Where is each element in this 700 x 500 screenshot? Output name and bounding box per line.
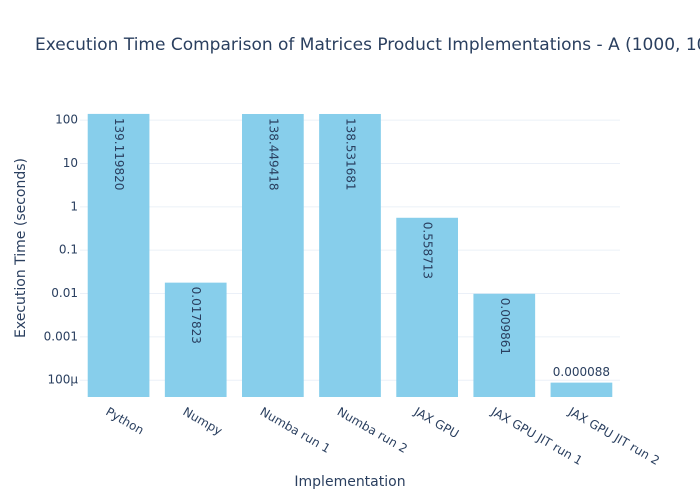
y-tick-label: 10 <box>63 156 78 170</box>
bar <box>87 113 150 397</box>
bar <box>242 113 304 397</box>
chart-title: Execution Time Comparison of Matrices Pr… <box>35 35 700 55</box>
y-axis-title: Execution Time (seconds) <box>13 158 29 338</box>
bar <box>319 113 381 398</box>
x-tick-label: Numba run 2 <box>335 405 410 456</box>
bar <box>473 293 536 397</box>
x-tick-label: Numba run 1 <box>258 405 333 456</box>
value-label: 0.558713 <box>421 222 435 279</box>
value-label: 0.000088 <box>553 365 610 379</box>
value-label: 138.449418 <box>266 118 280 191</box>
bar <box>164 282 227 397</box>
value-label: 138.531681 <box>344 118 358 191</box>
value-label: 0.009861 <box>498 298 512 355</box>
y-tick-label: 0.1 <box>59 243 78 257</box>
bar <box>550 382 613 397</box>
x-tick-label: JAX GPU <box>411 404 461 441</box>
x-tick-label: Python <box>103 405 146 438</box>
value-label: 0.017823 <box>189 287 203 344</box>
y-tick-label: 0.001 <box>44 329 78 343</box>
y-tick-label: 100 <box>55 113 78 127</box>
y-tick-label: 100µ <box>47 373 78 387</box>
x-axis-title: Implementation <box>294 474 405 490</box>
y-tick-label: 0.01 <box>51 286 78 300</box>
value-label: 139.119820 <box>112 118 126 191</box>
bar <box>396 217 458 397</box>
x-tick-label: Numpy <box>180 405 224 439</box>
y-tick-label: 1 <box>70 199 78 213</box>
